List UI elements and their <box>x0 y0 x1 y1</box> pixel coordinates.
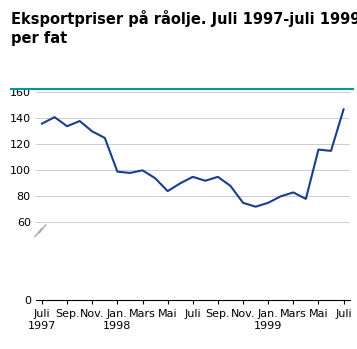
Text: Eksportpriser på råolje. Juli 1997-juli 1999. Kroner
per fat: Eksportpriser på råolje. Juli 1997-juli … <box>11 10 357 46</box>
